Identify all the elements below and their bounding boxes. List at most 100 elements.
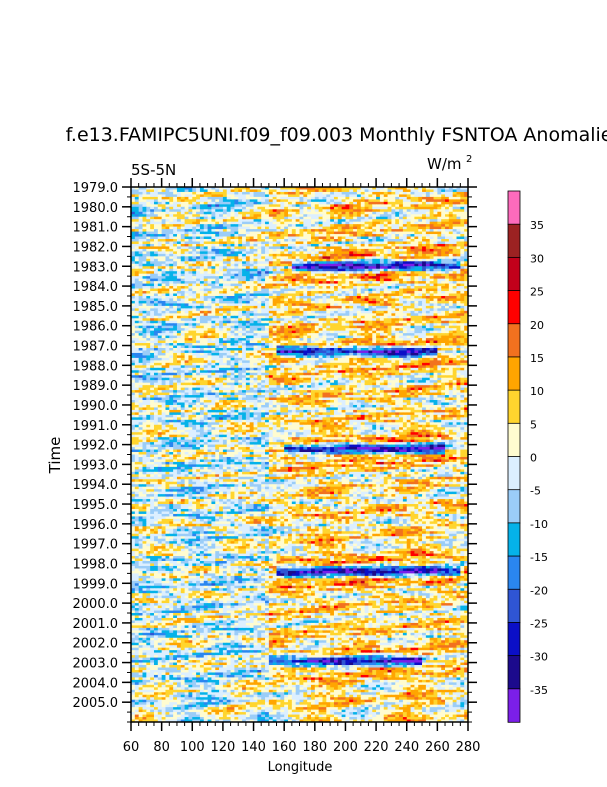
heatmap-cell [364, 266, 369, 270]
heatmap-cell [379, 231, 385, 235]
heatmap-cell [410, 209, 415, 213]
heatmap-cell [219, 187, 224, 190]
heatmap-cell [395, 189, 400, 193]
heatmap-cell [326, 189, 331, 193]
heatmap-cell [437, 261, 442, 265]
heatmap-cell [184, 241, 189, 245]
heatmap-cell [131, 246, 136, 250]
heatmap-cell [303, 204, 308, 208]
heatmap-cell [456, 194, 461, 198]
heatmap-cell [173, 325, 178, 329]
heatmap-cell [230, 229, 235, 232]
heatmap-cell [341, 263, 346, 267]
heatmap-cell [184, 214, 189, 218]
heatmap-cell [234, 256, 239, 260]
heatmap-cell [280, 268, 285, 272]
heatmap-cell [402, 295, 408, 299]
heatmap-cell [261, 251, 266, 255]
heatmap-cell [230, 209, 235, 213]
heatmap-cell [150, 214, 155, 218]
heatmap-cell [280, 293, 285, 297]
heatmap-cell [265, 320, 270, 324]
heatmap-cell [460, 320, 465, 324]
heatmap-cell [418, 187, 423, 190]
heatmap-cell [437, 234, 442, 237]
heatmap-cell [299, 276, 304, 280]
heatmap-cell [199, 278, 205, 282]
heatmap-cell [180, 231, 186, 235]
heatmap-cell [341, 293, 346, 297]
heatmap-cell [199, 201, 205, 205]
heatmap-cell [402, 216, 408, 220]
heatmap-cell [310, 236, 316, 240]
heatmap-cell [414, 286, 419, 289]
heatmap-cell [288, 191, 293, 195]
heatmap-cell [276, 224, 281, 228]
heatmap-cell [441, 191, 446, 195]
heatmap-cell [429, 201, 434, 205]
heatmap-cell [337, 251, 343, 255]
heatmap-cell [330, 216, 335, 220]
heatmap-cell [356, 286, 362, 289]
heatmap-cell [146, 295, 151, 299]
heatmap-cell [261, 209, 266, 213]
heatmap-cell [295, 283, 300, 287]
heatmap-cell [173, 300, 178, 304]
heatmap-cell [318, 241, 323, 245]
heatmap-cell [131, 263, 136, 267]
heatmap-cell [303, 281, 308, 284]
heatmap-cell [322, 258, 327, 262]
heatmap-cell [219, 243, 224, 247]
heatmap-cell [276, 298, 281, 302]
heatmap-cell [395, 295, 400, 299]
heatmap-cell [372, 278, 377, 282]
heatmap-cell [314, 243, 320, 247]
heatmap-cell [219, 323, 224, 327]
heatmap-cell [349, 310, 354, 314]
heatmap-cell [333, 278, 339, 282]
heatmap-cell [326, 241, 331, 245]
heatmap-cell [307, 288, 312, 292]
heatmap-cell [368, 221, 373, 225]
heatmap-cell [406, 201, 411, 205]
heatmap-cell [180, 216, 186, 220]
heatmap-cell [445, 224, 450, 228]
heatmap-cell [188, 194, 193, 198]
heatmap-cell [314, 201, 320, 205]
heatmap-cell [429, 281, 434, 284]
heatmap-cell [372, 283, 377, 287]
heatmap-cell [203, 216, 208, 220]
heatmap-cell [249, 243, 254, 247]
heatmap-cell [322, 194, 327, 198]
heatmap-cell [280, 318, 285, 322]
heatmap-cell [265, 310, 270, 314]
heatmap-cell [341, 308, 346, 312]
heatmap-cell [238, 318, 243, 322]
heatmap-cell [333, 224, 339, 228]
heatmap-cell [203, 310, 208, 314]
heatmap-cell [333, 283, 339, 287]
heatmap-cell [353, 276, 358, 280]
heatmap-cell [310, 224, 316, 228]
heatmap-cell [425, 318, 431, 322]
heatmap-cell [333, 221, 339, 225]
heatmap-cell [261, 313, 266, 317]
heatmap-cell [456, 318, 461, 322]
heatmap-cell [441, 253, 446, 257]
heatmap-cell [161, 229, 166, 232]
heatmap-cell [295, 204, 300, 208]
heatmap-cell [226, 318, 231, 322]
heatmap-cell [307, 276, 312, 280]
heatmap-cell [326, 298, 331, 302]
heatmap-cell [180, 191, 186, 195]
heatmap-cell [215, 246, 220, 250]
heatmap-cell [261, 231, 266, 235]
heatmap-cell [433, 229, 438, 232]
heatmap-cell [422, 209, 427, 213]
heatmap-cell [272, 209, 277, 213]
heatmap-cell [138, 266, 143, 270]
heatmap-cell [399, 206, 404, 210]
heatmap-cell [222, 283, 228, 287]
heatmap-cell [153, 201, 159, 205]
heatmap-cell [410, 214, 415, 218]
